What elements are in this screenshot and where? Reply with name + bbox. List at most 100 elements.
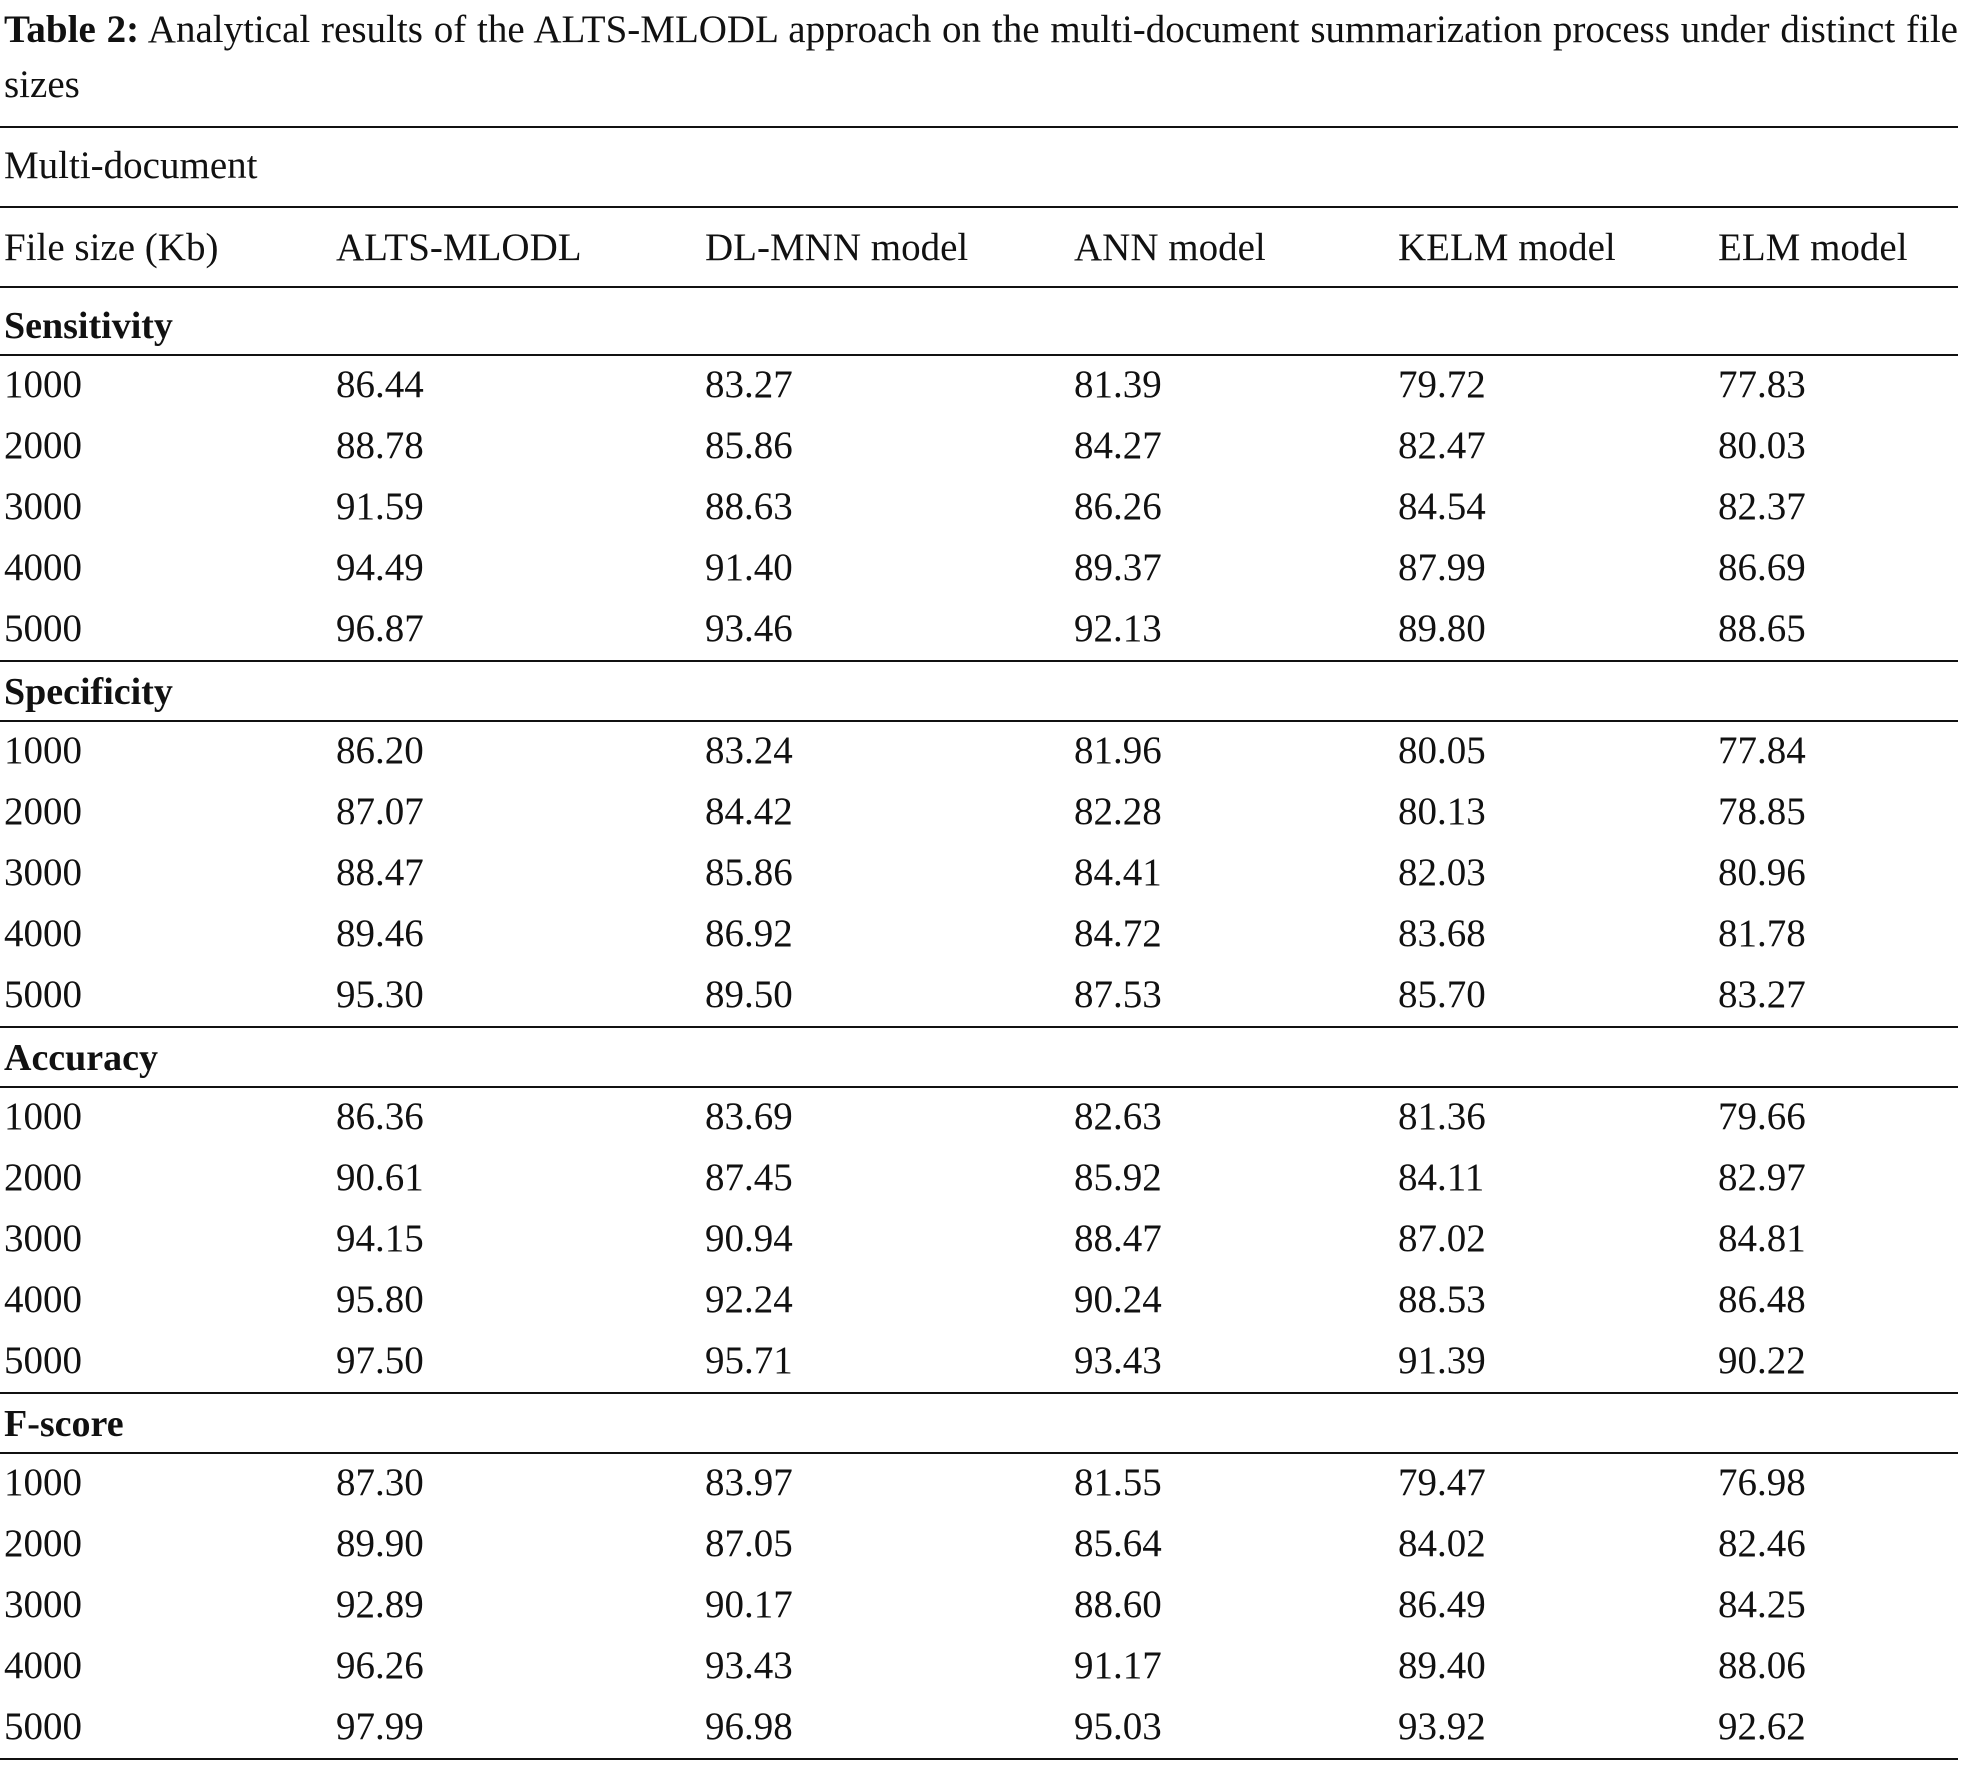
table-cell: 86.48 (1718, 1278, 1806, 1321)
table-cell: 76.98 (1718, 1461, 1806, 1504)
table-cell: 83.27 (1718, 973, 1806, 1016)
rule (0, 1026, 1958, 1028)
table-cell: 86.92 (705, 912, 793, 955)
table-cell: 83.69 (705, 1095, 793, 1138)
table-cell: 90.24 (1074, 1278, 1162, 1321)
rule (0, 720, 1958, 722)
table-cell: 88.47 (336, 851, 424, 894)
table-cell: 80.03 (1718, 424, 1806, 467)
table-cell: 86.20 (336, 729, 424, 772)
table-cell: 88.60 (1074, 1583, 1162, 1626)
table-cell: 86.69 (1718, 546, 1806, 589)
row-label: 4000 (4, 1278, 82, 1321)
group-header: Multi-document (4, 144, 258, 187)
table-cell: 84.81 (1718, 1217, 1806, 1260)
row-label: 5000 (4, 1339, 82, 1382)
table-cell: 81.39 (1074, 363, 1162, 406)
table-cell: 89.90 (336, 1522, 424, 1565)
table-cell: 86.36 (336, 1095, 424, 1138)
table-cell: 94.49 (336, 546, 424, 589)
column-header: KELM model (1398, 226, 1616, 269)
table-cell: 77.84 (1718, 729, 1806, 772)
table-cell: 95.71 (705, 1339, 793, 1382)
table-cell: 83.97 (705, 1461, 793, 1504)
table-cell: 85.70 (1398, 973, 1486, 1016)
rule (0, 1452, 1958, 1454)
column-header: File size (Kb) (4, 226, 219, 269)
table-cell: 80.05 (1398, 729, 1486, 772)
table-cell: 92.24 (705, 1278, 793, 1321)
column-header: DL-MNN model (705, 226, 969, 269)
table-cell: 82.47 (1398, 424, 1486, 467)
table-cell: 85.64 (1074, 1522, 1162, 1565)
table-cell: 92.62 (1718, 1705, 1806, 1748)
table-cell: 85.86 (705, 424, 793, 467)
table-cell: 89.50 (705, 973, 793, 1016)
table-cell: 81.36 (1398, 1095, 1486, 1138)
table-cell: 93.92 (1398, 1705, 1486, 1748)
row-label: 2000 (4, 790, 82, 833)
table-cell: 84.02 (1398, 1522, 1486, 1565)
table-cell: 82.37 (1718, 485, 1806, 528)
table-cell: 95.03 (1074, 1705, 1162, 1748)
row-label: 3000 (4, 1583, 82, 1626)
caption-text: Analytical results of the ALTS-MLODL app… (4, 8, 1958, 106)
table-cell: 79.47 (1398, 1461, 1486, 1504)
rule (0, 1086, 1958, 1088)
table-cell: 96.98 (705, 1705, 793, 1748)
table-cell: 82.28 (1074, 790, 1162, 833)
table-cell: 86.26 (1074, 485, 1162, 528)
table-cell: 88.63 (705, 485, 793, 528)
column-header: ANN model (1074, 226, 1266, 269)
row-label: 5000 (4, 973, 82, 1016)
row-label: 4000 (4, 912, 82, 955)
table-cell: 95.80 (336, 1278, 424, 1321)
table-cell: 91.40 (705, 546, 793, 589)
table-cell: 84.72 (1074, 912, 1162, 955)
table-cell: 81.96 (1074, 729, 1162, 772)
rule (0, 286, 1958, 288)
table-cell: 90.17 (705, 1583, 793, 1626)
rule (0, 354, 1958, 356)
table-cell: 87.05 (705, 1522, 793, 1565)
table-cell: 87.53 (1074, 973, 1162, 1016)
table-cell: 83.68 (1398, 912, 1486, 955)
table-cell: 88.47 (1074, 1217, 1162, 1260)
table-cell: 81.55 (1074, 1461, 1162, 1504)
table-cell: 91.17 (1074, 1644, 1162, 1687)
table-cell: 82.03 (1398, 851, 1486, 894)
table-cell: 79.72 (1398, 363, 1486, 406)
table-cell: 92.89 (336, 1583, 424, 1626)
table-cell: 81.78 (1718, 912, 1806, 955)
table-cell: 96.87 (336, 607, 424, 650)
table-cell: 89.80 (1398, 607, 1486, 650)
section-title: Sensitivity (4, 305, 173, 347)
row-label: 5000 (4, 1705, 82, 1748)
caption-label: Table 2: (4, 8, 140, 51)
rule (0, 206, 1958, 208)
table-cell: 93.43 (705, 1644, 793, 1687)
table-cell: 90.94 (705, 1217, 793, 1260)
table-cell: 97.99 (336, 1705, 424, 1748)
table-cell: 96.26 (336, 1644, 424, 1687)
section-title: Specificity (4, 671, 173, 713)
table-cell: 93.43 (1074, 1339, 1162, 1382)
rule (0, 660, 1958, 662)
table-cell: 82.97 (1718, 1156, 1806, 1199)
table-cell: 80.13 (1398, 790, 1486, 833)
table-cell: 84.41 (1074, 851, 1162, 894)
table-cell: 87.99 (1398, 546, 1486, 589)
table-cell: 84.27 (1074, 424, 1162, 467)
row-label: 3000 (4, 851, 82, 894)
table-cell: 87.30 (336, 1461, 424, 1504)
row-label: 2000 (4, 1522, 82, 1565)
row-label: 4000 (4, 1644, 82, 1687)
row-label: 3000 (4, 1217, 82, 1260)
table-cell: 88.78 (336, 424, 424, 467)
rule (0, 126, 1958, 128)
rule (0, 1392, 1958, 1394)
table-cell: 84.11 (1398, 1156, 1485, 1199)
table-cell: 84.42 (705, 790, 793, 833)
table-cell: 88.53 (1398, 1278, 1486, 1321)
table-caption: Table 2: Analytical results of the ALTS-… (4, 2, 1958, 112)
